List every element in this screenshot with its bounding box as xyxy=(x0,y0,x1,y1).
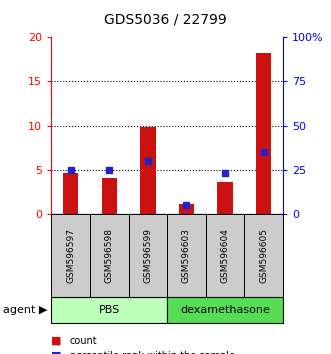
Text: ■: ■ xyxy=(51,336,62,346)
Bar xyxy=(179,204,194,214)
Text: GSM596604: GSM596604 xyxy=(220,228,230,283)
Text: PBS: PBS xyxy=(99,305,120,315)
Text: ■: ■ xyxy=(51,351,62,354)
Text: GDS5036 / 22799: GDS5036 / 22799 xyxy=(104,12,227,27)
Text: agent ▶: agent ▶ xyxy=(3,305,48,315)
Text: GSM596605: GSM596605 xyxy=(259,228,268,283)
Text: GSM596597: GSM596597 xyxy=(66,228,75,283)
Text: GSM596598: GSM596598 xyxy=(105,228,114,283)
Bar xyxy=(63,173,78,214)
Bar xyxy=(102,178,117,214)
Text: GSM596603: GSM596603 xyxy=(182,228,191,283)
Bar xyxy=(140,127,156,214)
Text: GSM596599: GSM596599 xyxy=(143,228,152,283)
Text: count: count xyxy=(70,336,97,346)
Bar xyxy=(256,53,271,214)
Text: dexamethasone: dexamethasone xyxy=(180,305,270,315)
Bar xyxy=(217,182,233,214)
Text: percentile rank within the sample: percentile rank within the sample xyxy=(70,351,234,354)
